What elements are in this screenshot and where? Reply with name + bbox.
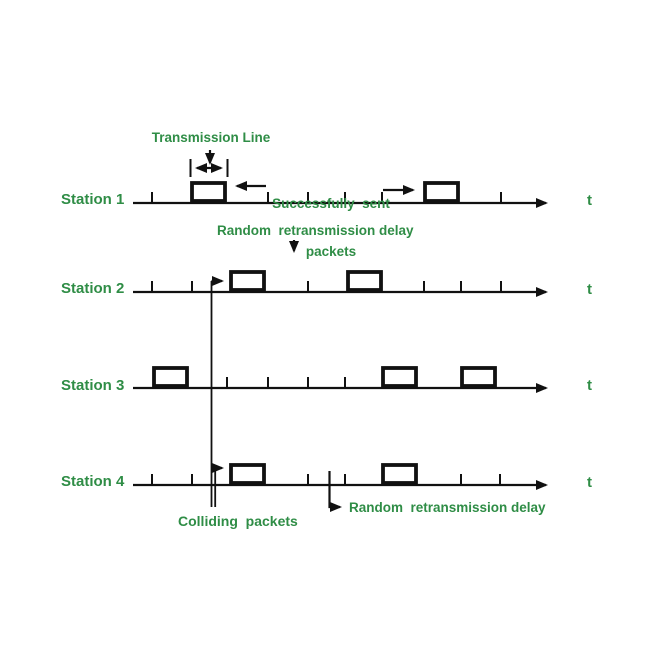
packet-rect <box>346 270 383 292</box>
rrd-bottom-pointer <box>328 471 342 512</box>
successfully-sent-line2: packets <box>305 244 357 259</box>
station-label-4: Station 4 <box>61 473 125 490</box>
time-axis-label-4: t <box>587 474 592 491</box>
packet-rect <box>190 181 227 203</box>
time-axis-label-2: t <box>587 281 592 298</box>
packet-rect <box>229 270 266 292</box>
transmission-line-pointer <box>189 150 229 177</box>
successfully-sent-pointers <box>235 181 415 195</box>
transmission-line-label: Transmission Line <box>151 130 271 145</box>
successfully-sent-label: Successfully sent packets <box>272 164 390 292</box>
station-label-1: Station 1 <box>61 191 125 208</box>
successfully-sent-line1: Successfully sent <box>272 196 390 211</box>
time-axis-label-1: t <box>587 192 592 209</box>
station-label-2: Station 2 <box>61 280 125 297</box>
packet-rect <box>381 463 418 485</box>
packet-rect <box>423 181 460 203</box>
random-retransmission-delay-top-label: Random retransmission delay <box>217 223 414 238</box>
station-label-3: Station 3 <box>61 377 125 394</box>
random-retransmission-delay-bottom-label: Random retransmission delay <box>349 500 546 515</box>
packet-rect <box>152 366 189 388</box>
time-axis-label-3: t <box>587 377 592 394</box>
packet-rect <box>229 463 266 485</box>
packet-rect <box>381 366 418 388</box>
generated-timelines-layer <box>133 181 548 490</box>
collision-lines <box>210 276 224 507</box>
packet-rect <box>460 366 497 388</box>
rrd-bottom-elbow-line <box>328 471 335 509</box>
colliding-packets-label: Colliding packets <box>178 513 298 529</box>
